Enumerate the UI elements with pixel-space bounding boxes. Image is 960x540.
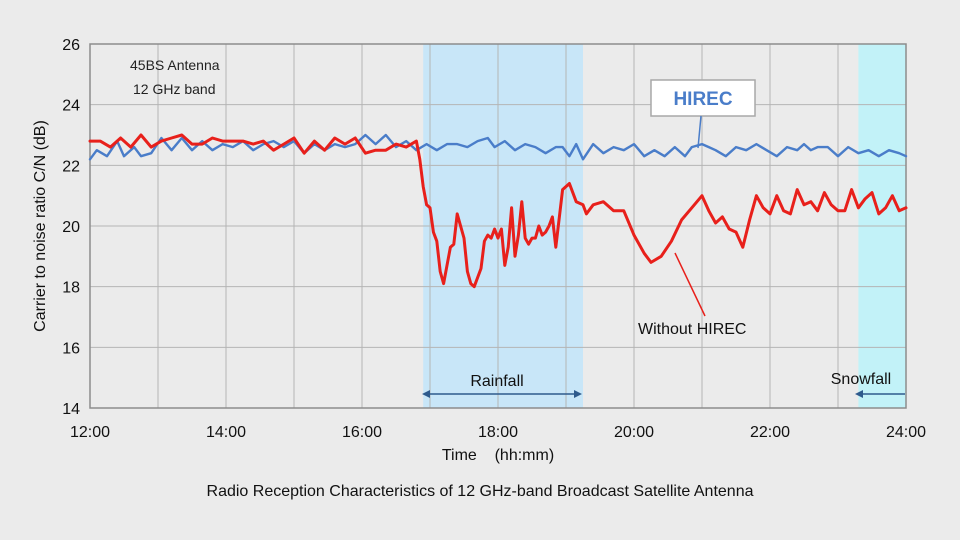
plot-border [89,43,907,409]
series-lines [88,133,908,289]
x-tick-label: 22:00 [750,424,790,441]
y-tick-label: 26 [62,37,80,54]
y-axis-label: Carrier to noise ratio C/N (dB) [32,120,49,332]
without-hirec-callout-leader [674,252,706,317]
hirec-callout: HIREC [650,79,756,149]
x-tick-labels: 12:00 14:00 16:00 18:00 20:00 22:00 24:00 [70,424,926,441]
x-axis-label: Time (hh:mm) [442,447,554,464]
y-tick-label: 14 [62,401,80,418]
y-tick-label: 16 [62,340,80,357]
without-hirec-callout: Without HIREC [638,252,746,338]
series-line-without-hirec [88,133,908,289]
rainfall-arrow-right-head [574,390,582,398]
antenna-label-line2: 12 GHz band [133,81,216,97]
rainfall-label: Rainfall [470,373,523,390]
antenna-label-line1: 45BS Antenna [130,57,220,73]
hirec-callout-box [650,79,756,117]
y-tick-label: 24 [62,98,80,115]
x-tick-label: 24:00 [886,424,926,441]
snowfall-annotation: Snowfall [831,371,905,398]
x-tick-label: 20:00 [614,424,654,441]
y-tick-label: 20 [62,219,80,236]
without-hirec-legend-label: Without HIREC [638,321,746,338]
x-tick-label: 12:00 [70,424,110,441]
rainfall-arrow-left-head [422,390,430,398]
y-tick-label: 22 [62,158,80,175]
rainfall-annotation: Rainfall [422,373,582,398]
gridlines [90,44,906,408]
snowfall-arrow-head [855,390,863,398]
x-tick-label: 16:00 [342,424,382,441]
y-tick-label: 18 [62,280,80,297]
series-line-hirec [88,133,908,161]
x-tick-label: 18:00 [478,424,518,441]
hirec-callout-leader [697,115,702,149]
chart-caption: Radio Reception Characteristics of 12 GH… [207,483,754,500]
y-tick-labels: 14 16 18 20 22 24 26 [62,37,80,418]
x-tick-label: 14:00 [206,424,246,441]
hirec-legend-label: HIREC [673,89,732,110]
snowfall-label: Snowfall [831,371,891,388]
